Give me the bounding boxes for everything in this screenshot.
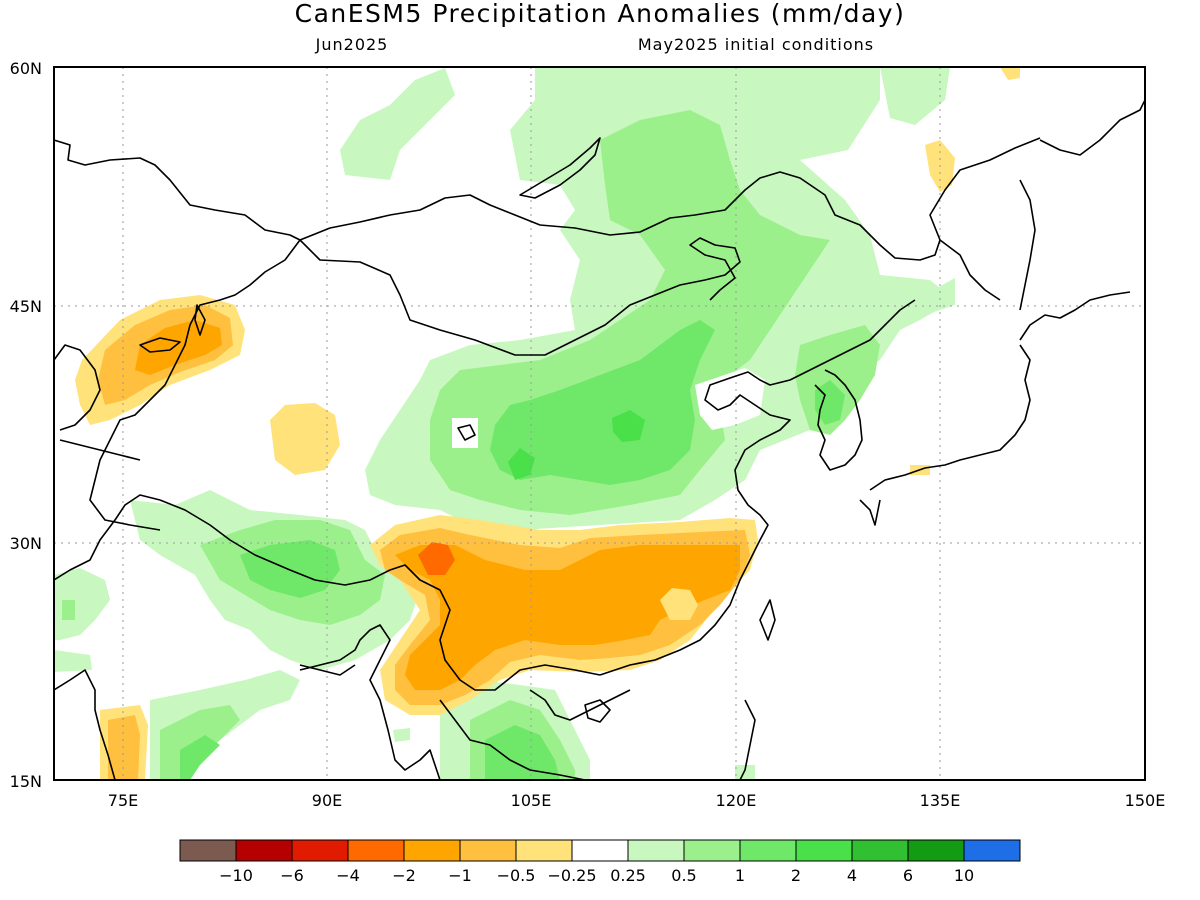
lat-label: 15N	[10, 772, 42, 791]
legend-swatch	[739, 839, 797, 862]
legend-label: 4	[847, 866, 857, 885]
map-title: CanESM5 Precipitation Anomalies (mm/day)	[295, 0, 906, 28]
legend-label: −0.25	[547, 866, 596, 885]
longitude-labels: 75E 90E 105E 120E 135E 150E	[108, 791, 1166, 810]
lat-label: 45N	[10, 297, 42, 316]
lon-label: 120E	[716, 791, 757, 810]
legend-label: 0.25	[610, 866, 646, 885]
anomaly-dark-orange	[418, 542, 455, 575]
coastlines	[54, 99, 1145, 780]
legend-label: 10	[954, 866, 974, 885]
legend-swatch	[291, 839, 349, 862]
legend-swatch	[627, 839, 685, 862]
anomaly-bright-green	[508, 410, 645, 480]
legend-swatch	[347, 839, 405, 862]
initial-conditions: May2025 initial conditions	[638, 35, 874, 54]
legend-swatch	[963, 839, 1021, 862]
legend-swatch	[403, 839, 461, 862]
color-legend: −10 −6 −4 −2 −1 −0.5 −0.25 0.25 0.5 1 2 4 6 10	[179, 839, 1021, 885]
lon-label: 75E	[108, 791, 138, 810]
lon-label: 90E	[312, 791, 342, 810]
legend-label: 2	[791, 866, 801, 885]
legend-label: −0.5	[497, 866, 536, 885]
legend-label: −2	[392, 866, 416, 885]
legend-label: 6	[903, 866, 913, 885]
lat-label: 30N	[10, 534, 42, 553]
anomaly-green	[180, 320, 845, 780]
legend-label: 0.5	[671, 866, 696, 885]
legend-swatch	[459, 839, 517, 862]
legend-swatch	[515, 839, 573, 862]
lon-label: 135E	[920, 791, 961, 810]
legend-swatch	[683, 839, 741, 862]
legend-label: 1	[735, 866, 745, 885]
lat-label: 60N	[10, 59, 42, 78]
legend-swatch	[907, 839, 965, 862]
map-area	[54, 67, 1145, 780]
lon-label: 105E	[511, 791, 552, 810]
legend-label: −4	[336, 866, 360, 885]
legend-swatch	[571, 839, 629, 862]
legend-swatch	[179, 839, 237, 862]
anomaly-yellow-pocket	[660, 588, 698, 620]
forecast-month: Jun2025	[315, 35, 389, 54]
map-frame	[53, 66, 1146, 781]
legend-swatch	[851, 839, 909, 862]
latitude-labels: 60N 45N 30N 15N	[10, 59, 42, 791]
legend-label: −10	[219, 866, 253, 885]
legend-label: −1	[448, 866, 472, 885]
lon-label: 150E	[1125, 791, 1166, 810]
legend-swatch	[235, 839, 293, 862]
legend-swatch	[795, 839, 853, 862]
legend-label: −6	[280, 866, 304, 885]
